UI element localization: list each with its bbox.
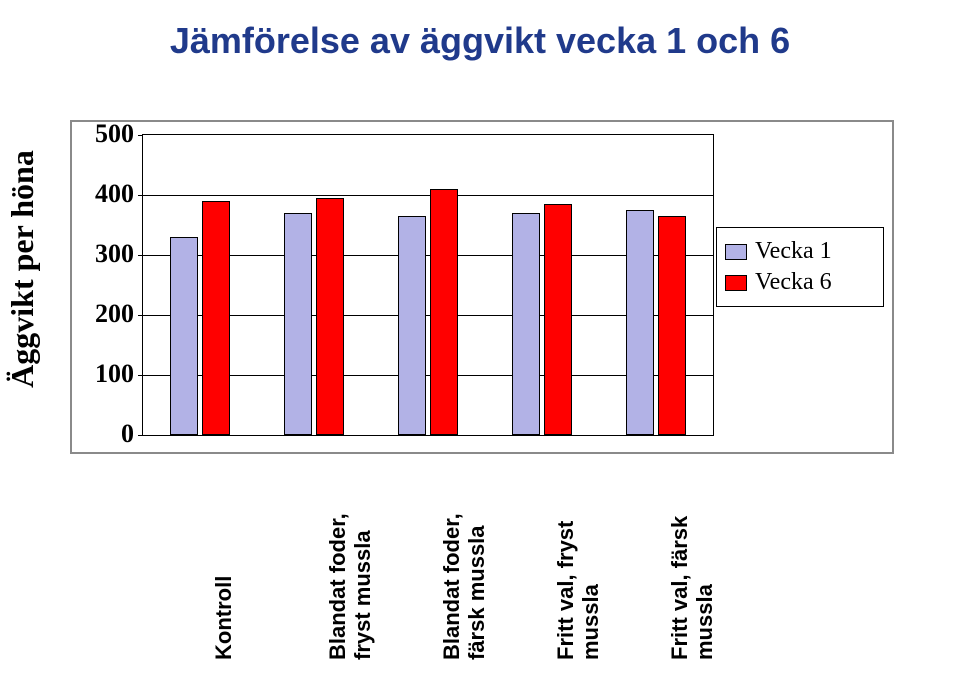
x-axis-label: Blandat foder, fryst mussla [325, 513, 376, 660]
y-tick-label: 0 [74, 419, 134, 449]
plot-area [142, 134, 714, 436]
y-tick-label: 400 [74, 179, 134, 209]
bar [658, 216, 686, 435]
y-tickmark [138, 135, 143, 136]
bar [544, 204, 572, 435]
bar [284, 213, 312, 435]
bar [316, 198, 344, 435]
gridline [143, 195, 713, 196]
x-axis-label: Kontroll [211, 576, 236, 660]
y-tickmark [138, 435, 143, 436]
legend-item-vecka1: Vecka 1 [725, 238, 875, 265]
y-tick-label: 500 [74, 119, 134, 149]
legend-label-vecka6: Vecka 6 [755, 269, 832, 296]
x-axis-label: Fritt val, färsk mussla [667, 516, 718, 660]
legend-item-vecka6: Vecka 6 [725, 269, 875, 296]
legend-swatch-vecka1 [725, 244, 747, 260]
x-axis-labels: Kontroll Blandat foder, fryst mussla Bland… [70, 480, 890, 680]
y-tick-label: 100 [74, 359, 134, 389]
y-tick-label: 200 [74, 299, 134, 329]
legend-swatch-vecka6 [725, 275, 747, 291]
bar [430, 189, 458, 435]
x-axis-label: Blandat foder, färsk mussla [439, 513, 490, 660]
y-axis-label-line1: Äggvikt per höna [4, 150, 40, 388]
bar [512, 213, 540, 435]
bar [170, 237, 198, 435]
page: Jämförelse av äggvikt vecka 1 och 6 Äggv… [0, 0, 960, 684]
chart-frame: 0 100 200 300 400 500 Vecka 1 Vecka 6 [70, 120, 894, 454]
y-tickmark [138, 315, 143, 316]
y-tickmark [138, 375, 143, 376]
bar [626, 210, 654, 435]
legend-label-vecka1: Vecka 1 [755, 238, 832, 265]
chart-title: Jämförelse av äggvikt vecka 1 och 6 [0, 20, 960, 62]
y-tickmark [138, 195, 143, 196]
legend: Vecka 1 Vecka 6 [716, 227, 884, 307]
y-tick-label: 300 [74, 239, 134, 269]
bar [398, 216, 426, 435]
x-axis-label: Fritt val, fryst mussla [553, 521, 604, 660]
bar [202, 201, 230, 435]
y-tickmark [138, 255, 143, 256]
